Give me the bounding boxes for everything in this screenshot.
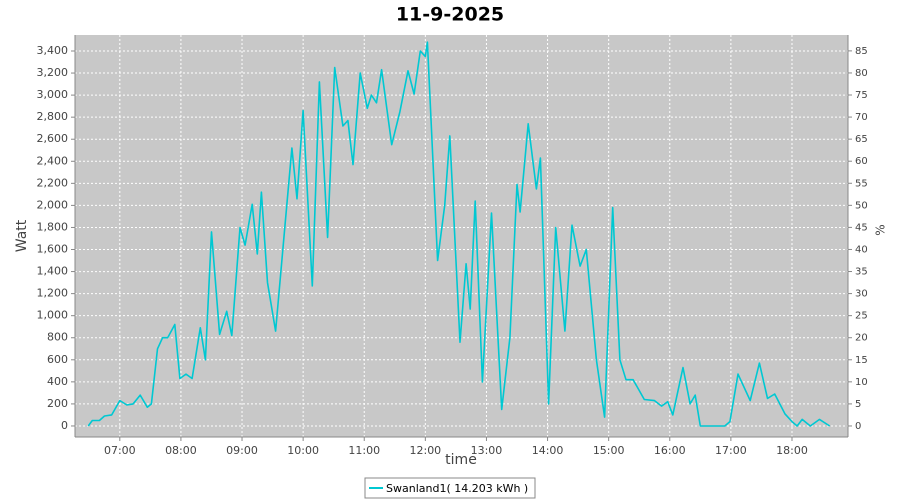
- y2-tick-label: 40: [855, 244, 868, 255]
- x-tick-label: 18:00: [776, 444, 808, 457]
- y-tick-label: 2,600: [37, 132, 69, 145]
- x-tick-label: 09:00: [226, 444, 258, 457]
- y2-axis-title: %: [874, 224, 888, 235]
- y2-tick-label: 10: [855, 377, 868, 388]
- x-tick-label: 16:00: [654, 444, 686, 457]
- y2-tick-label: 25: [855, 311, 868, 322]
- y2-tick-label: 45: [855, 222, 868, 233]
- y-tick-label: 3,200: [37, 66, 69, 79]
- x-tick-label: 12:00: [409, 444, 441, 457]
- x-tick-label: 11:00: [348, 444, 380, 457]
- y2-tick-label: 15: [855, 355, 868, 366]
- legend-label: Swanland1( 14.203 kWh ): [386, 482, 528, 495]
- chart-title: 11-9-2025: [396, 4, 504, 26]
- y-tick-label: 2,800: [37, 110, 69, 123]
- y2-tick-label: 65: [855, 134, 868, 145]
- grid: [75, 35, 848, 437]
- y-tick-label: 600: [47, 353, 68, 366]
- y2-tick-label: 5: [855, 399, 861, 410]
- y-tick-label: 3,400: [37, 44, 69, 57]
- x-tick-label: 15:00: [593, 444, 625, 457]
- y2-tick-label: 80: [855, 68, 868, 79]
- x-axis-title: time: [445, 452, 477, 468]
- y2-tick-label: 75: [855, 90, 868, 101]
- x-tick-label: 07:00: [104, 444, 136, 457]
- x-tick-label: 14:00: [532, 444, 564, 457]
- y2-tick-label: 85: [855, 46, 868, 57]
- y-tick-label: 1,400: [37, 265, 69, 278]
- y2-tick-label: 50: [855, 200, 868, 211]
- y2-tick-label: 60: [855, 156, 868, 167]
- y-tick-label: 1,200: [37, 287, 69, 300]
- y-tick-label: 2,200: [37, 176, 69, 189]
- y-tick-label: 2,000: [37, 198, 69, 211]
- y-tick-label: 200: [47, 397, 68, 410]
- y2-tick-label: 35: [855, 267, 868, 278]
- x-tick-label: 13:00: [471, 444, 503, 457]
- legend: [364, 477, 536, 499]
- y2-tick-label: 0: [855, 421, 861, 432]
- data-line: [87, 41, 831, 427]
- y2-tick-label: 20: [855, 333, 868, 344]
- x-tick-label: 08:00: [165, 444, 197, 457]
- y-tick-label: 1,600: [37, 243, 69, 256]
- y-tick-label: 1,000: [37, 309, 69, 322]
- y-tick-label: 3,000: [37, 88, 69, 101]
- x-tick-label: 10:00: [287, 444, 319, 457]
- y2-tick-label: 30: [855, 289, 868, 300]
- y-axis-title: Watt: [14, 219, 30, 252]
- y-tick-label: 1,800: [37, 220, 69, 233]
- y-tick-label: 800: [47, 331, 68, 344]
- x-tick-label: 17:00: [715, 444, 747, 457]
- y-tick-label: 0: [61, 419, 68, 432]
- plot-area: [75, 35, 848, 437]
- y2-tick-label: 70: [855, 112, 868, 123]
- y-tick-label: 400: [47, 375, 68, 388]
- y2-tick-label: 55: [855, 178, 868, 189]
- y-tick-label: 2,400: [37, 154, 69, 167]
